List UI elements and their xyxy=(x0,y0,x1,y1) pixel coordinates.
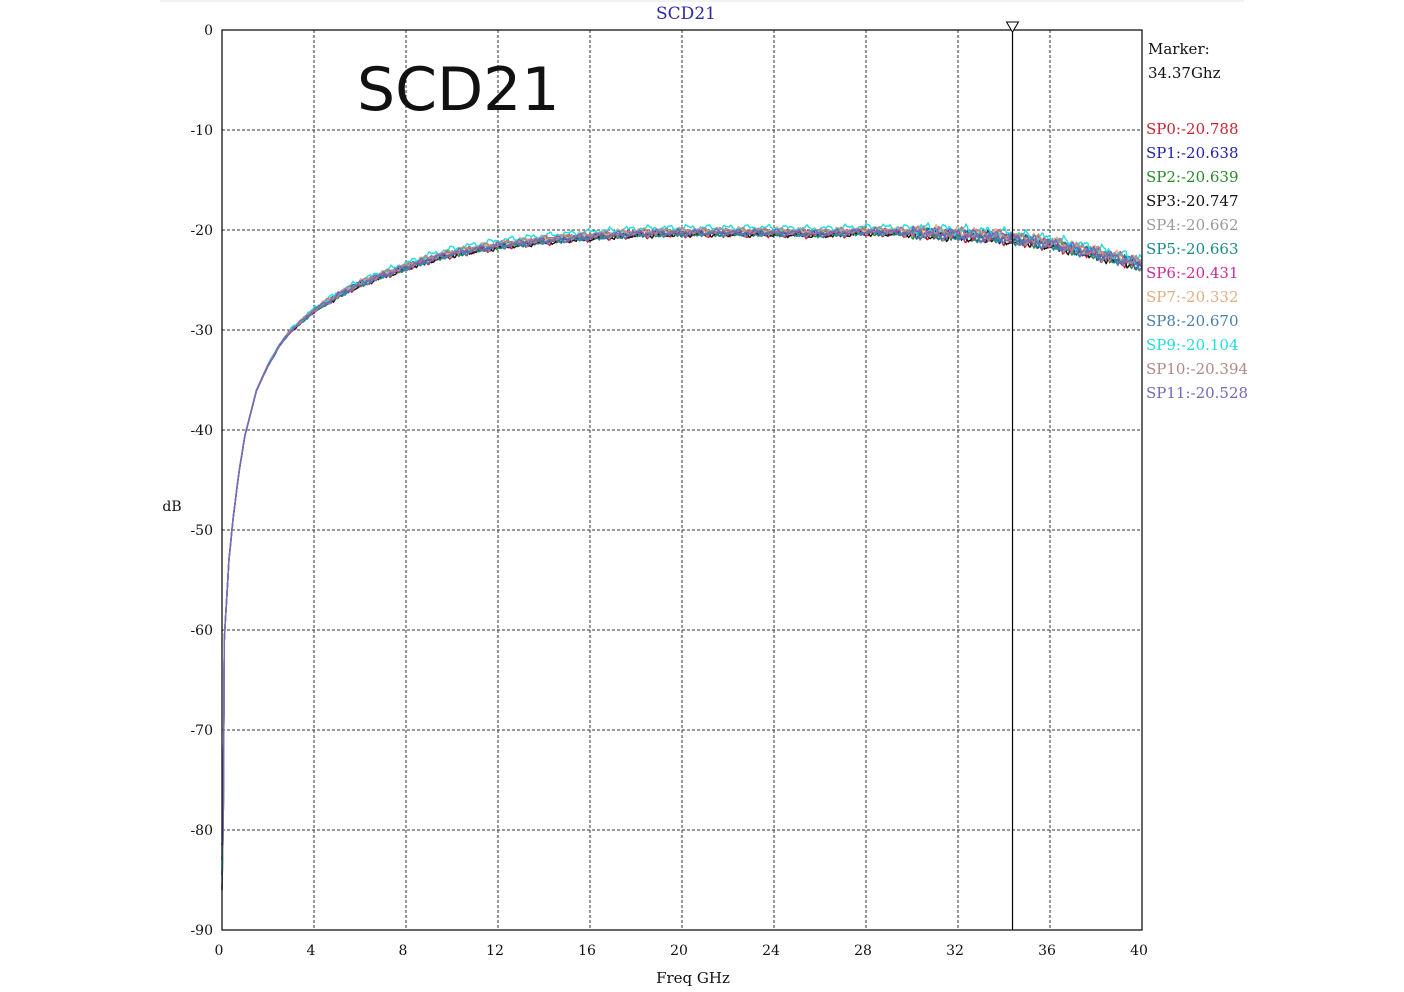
legend-entry-sp11: SP11:-20.528 xyxy=(1146,384,1248,402)
y-tick-label: -40 xyxy=(190,423,213,439)
y-tick-label: -10 xyxy=(190,123,213,139)
y-tick-label: 0 xyxy=(204,23,213,39)
y-tick-label: -30 xyxy=(190,323,213,339)
y-tick-label: -70 xyxy=(190,723,213,739)
overlay-label: SCD21 xyxy=(357,55,560,125)
x-tick-label: 4 xyxy=(307,943,316,959)
legend-entry-sp7: SP7:-20.332 xyxy=(1146,288,1239,306)
legend-entry-sp1: SP1:-20.638 xyxy=(1146,144,1239,162)
y-tick-label: -20 xyxy=(190,223,213,239)
legend-entry-sp9: SP9:-20.104 xyxy=(1146,336,1239,354)
y-tick-label: -60 xyxy=(190,623,213,639)
x-tick-label: 32 xyxy=(946,943,964,959)
x-tick-label: 40 xyxy=(1130,943,1148,959)
legend-entry-sp6: SP6:-20.431 xyxy=(1146,264,1239,282)
x-tick-label: 16 xyxy=(578,943,596,959)
y-tick-label: -80 xyxy=(190,823,213,839)
y-axis-ticks: 0 -10 -20 -30 -40 -50 -60 -70 -80 -90 xyxy=(190,23,213,939)
marker-frequency: 34.37Ghz xyxy=(1148,64,1221,82)
x-axis-ticks: 0 4 8 12 16 20 24 28 32 36 40 xyxy=(215,943,1148,959)
x-tick-label: 0 xyxy=(215,943,224,959)
x-tick-label: 8 xyxy=(399,943,408,959)
plot-frame xyxy=(221,29,1143,931)
marker[interactable] xyxy=(1005,21,1020,930)
legend-entry-sp8: SP8:-20.670 xyxy=(1146,312,1239,330)
series-line-sp10 xyxy=(221,225,1143,861)
legend-entry-sp4: SP4:-20.662 xyxy=(1146,216,1239,234)
x-tick-label: 36 xyxy=(1038,943,1056,959)
legend: SP0:-20.788 SP1:-20.638 SP2:-20.639 SP3:-20… xyxy=(1146,120,1248,402)
y-tick-label: -50 xyxy=(190,523,213,539)
x-tick-label: 20 xyxy=(670,943,688,959)
y-axis-label: dB xyxy=(162,499,181,515)
marker-label: Marker: xyxy=(1148,40,1210,58)
x-axis-label: Freq GHz xyxy=(656,969,730,987)
marker-triangle-icon[interactable] xyxy=(1005,21,1020,33)
series-line-sp9 xyxy=(221,222,1143,876)
x-tick-label: 28 xyxy=(854,943,872,959)
x-tick-label: 24 xyxy=(762,943,780,959)
series-lines xyxy=(221,222,1143,891)
legend-entry-sp0: SP0:-20.788 xyxy=(1146,120,1239,138)
legend-entry-sp3: SP3:-20.747 xyxy=(1146,192,1239,210)
legend-entry-sp5: SP5:-20.663 xyxy=(1146,240,1239,258)
y-tick-label: -90 xyxy=(190,923,213,939)
series-line-sp11 xyxy=(221,225,1143,846)
x-tick-label: 12 xyxy=(486,943,504,959)
legend-entry-sp10: SP10:-20.394 xyxy=(1146,360,1248,378)
chart-title: SCD21 xyxy=(656,4,716,24)
legend-entry-sp2: SP2:-20.639 xyxy=(1146,168,1239,186)
